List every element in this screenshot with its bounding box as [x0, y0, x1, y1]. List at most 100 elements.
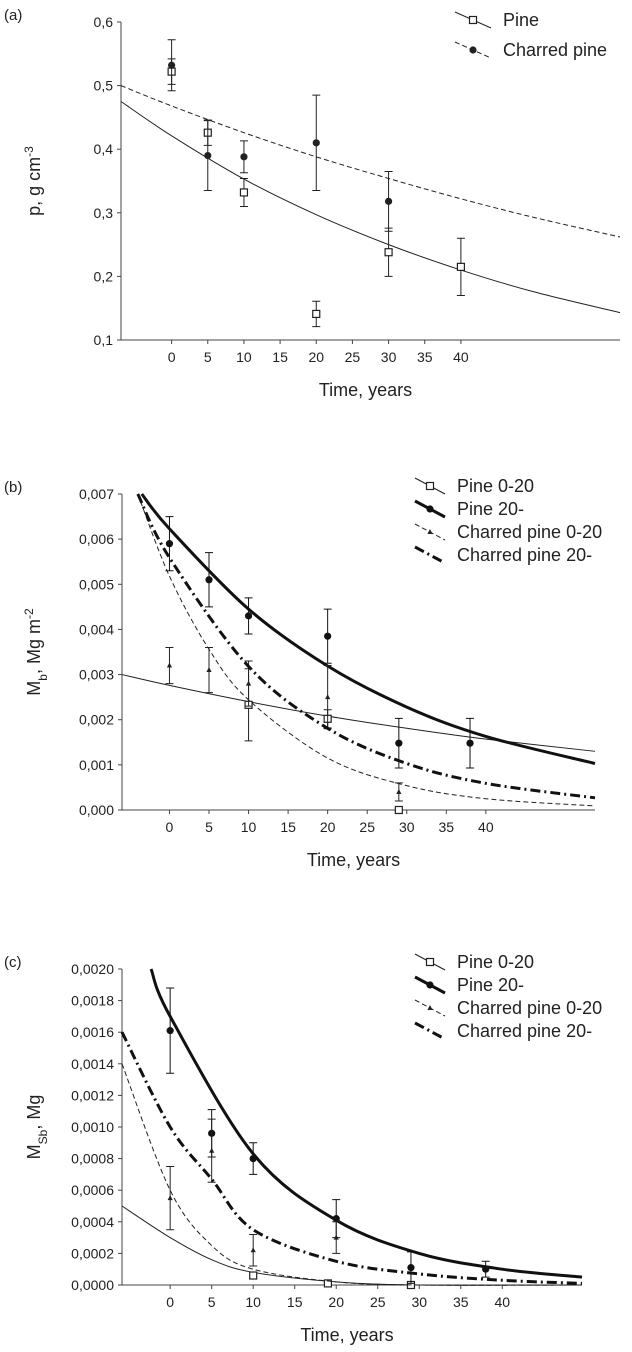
legend-label: Pine — [503, 10, 539, 30]
y-title-part: -2 — [22, 608, 36, 619]
data-point — [325, 694, 331, 700]
legend-marker — [427, 529, 433, 534]
data-point — [394, 805, 403, 815]
y-tick-label: 0,005 — [79, 576, 114, 592]
panel-label: (a) — [4, 7, 22, 24]
x-tick-label: 15 — [280, 819, 296, 835]
y-tick-label: 0,002 — [79, 712, 114, 728]
x-tick-label: 5 — [205, 819, 213, 835]
y-tick-label: 0,007 — [79, 486, 114, 502]
fit-curve — [120, 101, 621, 314]
data-point — [384, 197, 393, 205]
y-tick-label: 0,0012 — [71, 1087, 114, 1103]
legend-label: Charred pine 0-20 — [457, 998, 602, 1018]
y-title-part: , Mg — [24, 1095, 44, 1130]
y-title-part: -3 — [22, 146, 36, 157]
x-axis-title: Time, years — [300, 1325, 393, 1345]
x-tick-label: 15 — [272, 349, 288, 365]
legend-marker — [426, 981, 434, 989]
x-tick-label: 25 — [370, 1294, 386, 1310]
fit-curve — [120, 85, 621, 238]
y-title-part: b — [36, 674, 50, 681]
legend-marker — [425, 957, 435, 967]
y-axis-title: p, g cm-3 — [22, 146, 44, 216]
legend-label: Charred pine — [503, 40, 607, 60]
x-tick-label: 40 — [453, 349, 469, 365]
data-point — [333, 1234, 339, 1240]
y-title-part: p, g cm — [24, 157, 44, 216]
y-title-part: Sb — [36, 1129, 50, 1144]
y-tick-label: 0,003 — [79, 667, 114, 683]
fit-curve — [137, 493, 596, 807]
x-tick-label: 10 — [236, 349, 252, 365]
data-point — [239, 188, 249, 197]
y-tick-label: 0,0014 — [71, 1056, 114, 1072]
panel-label: (c) — [4, 954, 22, 971]
legend-marker — [427, 1005, 433, 1010]
data-point — [466, 739, 474, 747]
x-tick-label: 20 — [308, 349, 324, 365]
x-tick-label: 5 — [204, 349, 212, 365]
fit-curve — [121, 1205, 583, 1286]
data-point — [324, 632, 332, 640]
data-point — [167, 1195, 173, 1201]
y-title-part: , Mg m — [24, 619, 44, 674]
fit-curve — [136, 493, 596, 800]
x-tick-label: 25 — [345, 349, 361, 365]
data-point — [249, 1271, 258, 1280]
x-tick-label: 35 — [417, 349, 433, 365]
data-point — [482, 1265, 490, 1273]
y-axis-title: Mb, Mg m-2 — [22, 608, 50, 696]
data-point — [168, 61, 176, 69]
legend-marker — [468, 15, 478, 25]
data-point — [332, 1215, 340, 1223]
legend-label: Charred pine 20- — [457, 1021, 592, 1041]
y-tick-label: 0,0006 — [71, 1182, 114, 1198]
data-point — [204, 151, 212, 160]
data-point — [166, 662, 173, 668]
legend-label: Pine 0-20 — [457, 952, 534, 972]
y-tick-label: 0,4 — [94, 141, 114, 157]
y-tick-label: 0,0016 — [71, 1024, 114, 1040]
data-point — [250, 1247, 256, 1253]
legend-line — [414, 545, 446, 565]
y-title-part: M — [24, 1144, 44, 1159]
y-tick-label: 0,2 — [94, 268, 114, 284]
y-tick-label: 0,5 — [94, 78, 114, 94]
x-tick-label: 0 — [166, 819, 174, 835]
x-tick-label: 20 — [328, 1294, 344, 1310]
data-point — [166, 1027, 174, 1035]
y-tick-label: 0,0004 — [71, 1214, 114, 1230]
data-point — [240, 153, 248, 161]
data-point — [407, 1264, 415, 1272]
legend-marker — [469, 46, 477, 54]
panel-label: (b) — [4, 479, 22, 496]
x-axis-title: Time, years — [307, 850, 400, 870]
y-tick-label: 0,3 — [94, 205, 114, 221]
x-tick-label: 30 — [381, 349, 397, 365]
data-point — [312, 309, 321, 319]
legend-label: Charred pine 0-20 — [457, 522, 602, 542]
y-title-part: M — [24, 681, 44, 696]
legend-label: Charred pine 20- — [457, 545, 592, 565]
fit-curve — [121, 1063, 583, 1286]
legend-label: Pine 0-20 — [457, 476, 534, 496]
data-point — [165, 540, 174, 548]
data-point — [209, 1147, 215, 1153]
x-tick-label: 10 — [241, 819, 257, 835]
x-tick-label: 30 — [399, 819, 415, 835]
x-axis-title: Time, years — [319, 380, 412, 400]
y-tick-label: 0,0018 — [71, 993, 114, 1009]
y-axis-title: MSb, Mg — [24, 1095, 50, 1160]
x-tick-label: 15 — [287, 1294, 303, 1310]
y-tick-label: 0,000 — [79, 802, 114, 818]
data-point — [244, 612, 253, 620]
x-tick-label: 10 — [245, 1294, 261, 1310]
data-point — [395, 739, 403, 747]
data-point — [312, 139, 320, 147]
fit-curve — [121, 674, 596, 752]
y-tick-label: 0,0020 — [71, 961, 114, 977]
x-tick-label: 0 — [168, 349, 176, 365]
y-tick-label: 0,001 — [79, 757, 114, 773]
x-tick-label: 35 — [439, 819, 455, 835]
